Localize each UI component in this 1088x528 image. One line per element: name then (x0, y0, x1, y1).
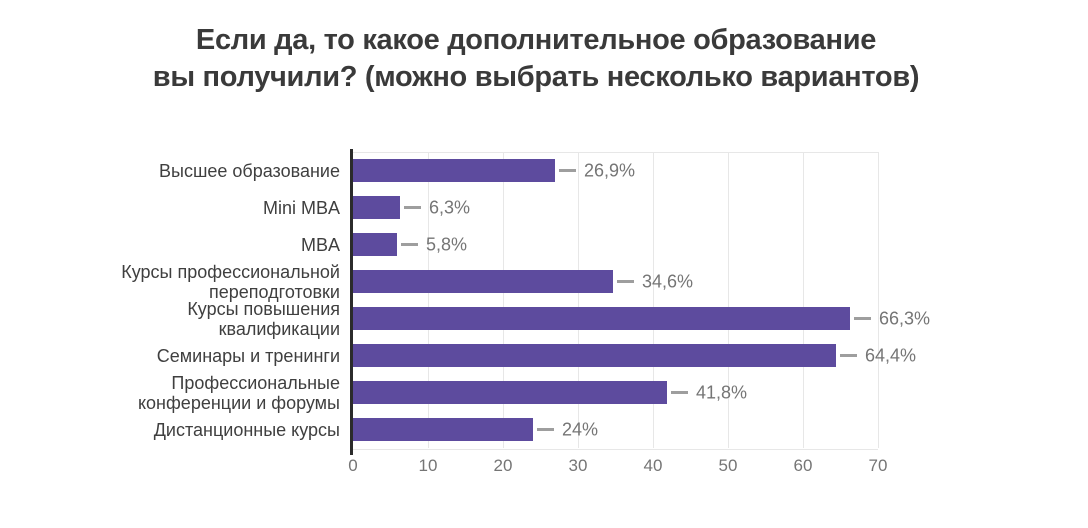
bar (353, 270, 613, 293)
value-label: 26,9% (584, 160, 636, 180)
bar (353, 381, 667, 404)
value-label: 24% (562, 419, 599, 439)
x-tick-label: 30 (568, 456, 588, 475)
category-label: MBA (300, 234, 340, 255)
chart-title-line-2: вы получили? (можно выбрать несколько ва… (152, 61, 920, 93)
bar (353, 307, 850, 330)
bar (353, 418, 533, 441)
leader-line (559, 169, 576, 172)
value-label: 64,4% (865, 345, 917, 365)
x-tick-label: 50 (718, 456, 738, 475)
category-label: Дистанционные курсы (153, 419, 340, 440)
x-tick-label: 40 (643, 456, 663, 475)
x-tick-label: 20 (493, 456, 513, 475)
value-label: 41,8% (696, 382, 748, 402)
category-label: Mini MBA (262, 197, 340, 218)
bar (353, 159, 555, 182)
bar (353, 233, 397, 256)
x-gridline (428, 152, 429, 448)
x-gridline (878, 152, 879, 448)
category-label: Курсы профессиональной переподготовки (121, 261, 340, 302)
x-gridline (803, 152, 804, 448)
plot-area (353, 152, 878, 450)
x-gridline (578, 152, 579, 448)
x-tick-label: 0 (348, 456, 358, 475)
leader-line (671, 391, 688, 394)
leader-line (854, 317, 871, 320)
category-label: Курсы повышения квалификации (187, 298, 340, 339)
x-tick-label: 10 (418, 456, 438, 475)
leader-line (537, 428, 554, 431)
chart-title: Если да, то какое дополнительное образов… (0, 22, 1072, 96)
bar (353, 196, 400, 219)
category-label: Высшее образование (159, 160, 340, 181)
value-label: 6,3% (429, 197, 471, 217)
leader-line (617, 280, 634, 283)
value-label: 5,8% (426, 234, 468, 254)
x-tick-label: 70 (868, 456, 888, 475)
category-label: Семинары и тренинги (156, 345, 340, 366)
value-label: 66,3% (879, 308, 931, 328)
category-label: Профессиональные конференции и форумы (137, 372, 340, 413)
leader-line (404, 206, 421, 209)
leader-line (840, 354, 857, 357)
x-gridline (653, 152, 654, 448)
chart-title-line-1: Если да, то какое дополнительное образов… (195, 24, 877, 56)
y-axis-line (350, 149, 353, 455)
bar (353, 344, 836, 367)
x-tick-label: 60 (793, 456, 813, 475)
x-gridline (728, 152, 729, 448)
x-gridline (503, 152, 504, 448)
value-label: 34,6% (642, 271, 694, 291)
leader-line (401, 243, 418, 246)
